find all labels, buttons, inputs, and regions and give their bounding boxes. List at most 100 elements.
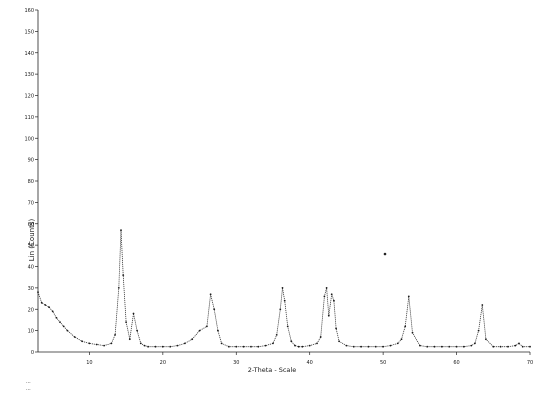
data-point xyxy=(198,329,201,332)
data-point xyxy=(352,345,355,348)
data-point xyxy=(404,325,407,328)
data-point xyxy=(161,345,164,348)
data-point xyxy=(279,308,282,311)
data-point xyxy=(125,321,127,323)
data-point xyxy=(499,345,502,348)
data-point xyxy=(206,325,208,328)
data-point xyxy=(122,274,125,276)
x-tick-label: 50 xyxy=(380,360,386,366)
data-point xyxy=(272,342,274,345)
stray-dot xyxy=(383,252,387,256)
y-tick-label: 40 xyxy=(28,265,34,271)
data-point xyxy=(62,325,65,328)
y-tick-label: 30 xyxy=(28,286,34,292)
data-point xyxy=(382,345,384,348)
x-tick-label: 60 xyxy=(453,360,459,366)
tick-labels: 0 10 20 30 40 50 60 70 80 90 100 110 120 130 140 150 160… xyxy=(24,8,533,366)
x-tick-label: 70 xyxy=(527,360,533,366)
data-point xyxy=(128,338,131,341)
data-point xyxy=(463,345,465,348)
data-point xyxy=(95,343,98,346)
data-point xyxy=(184,342,186,345)
data-point xyxy=(220,342,223,345)
data-point xyxy=(474,342,476,345)
data-point xyxy=(59,321,61,323)
y-tick-label: 150 xyxy=(24,29,34,35)
data-point xyxy=(176,344,179,347)
data-point xyxy=(66,329,69,332)
data-point xyxy=(389,344,392,347)
data-point xyxy=(327,314,330,317)
data-point xyxy=(235,345,238,348)
data-point xyxy=(448,345,451,348)
y-tick-label: 70 xyxy=(28,200,34,206)
data-point xyxy=(360,345,362,348)
data-point xyxy=(330,293,333,296)
y-tick-label: 60 xyxy=(28,222,34,228)
data-point xyxy=(114,334,116,336)
data-point xyxy=(333,299,335,302)
data-point xyxy=(139,342,142,345)
y-tick-label: 0 xyxy=(31,350,34,356)
data-point xyxy=(297,345,300,348)
data-point xyxy=(275,334,278,336)
data-point xyxy=(411,331,414,334)
data-point xyxy=(281,287,284,289)
data-point xyxy=(154,345,157,348)
data-point xyxy=(400,338,403,341)
y-tick-label: 20 xyxy=(28,307,34,313)
data-point xyxy=(433,345,436,348)
data-point xyxy=(143,344,146,347)
data-point xyxy=(492,345,495,348)
footer-line-1: ... xyxy=(26,379,31,385)
data-point xyxy=(264,344,267,347)
data-point xyxy=(367,345,370,348)
data-point xyxy=(338,340,340,343)
x-tick-label: 30 xyxy=(233,360,239,366)
y-tick-label: 160 xyxy=(24,8,34,14)
data-point xyxy=(217,329,219,332)
series-line xyxy=(37,230,530,348)
data-point xyxy=(455,345,458,348)
data-point xyxy=(470,344,473,347)
data-point xyxy=(228,345,230,348)
data-point xyxy=(286,325,289,328)
data-point xyxy=(120,229,122,232)
data-point xyxy=(407,295,410,298)
data-point xyxy=(294,344,296,347)
x-tick-label: 40 xyxy=(307,360,313,366)
data-point xyxy=(477,329,480,332)
data-point xyxy=(136,329,139,332)
data-point xyxy=(301,345,304,348)
y-tick-label: 100 xyxy=(24,136,34,142)
data-point xyxy=(481,304,484,306)
data-point xyxy=(110,342,113,345)
figure-footer: ... ... xyxy=(26,379,526,393)
x-tick-label: 10 xyxy=(86,360,92,366)
data-point xyxy=(323,295,326,298)
data-point xyxy=(335,327,337,330)
data-point xyxy=(419,344,421,347)
y-tick-label: 130 xyxy=(24,72,34,78)
y-tick-label: 80 xyxy=(28,179,34,185)
footer-line-2: ... xyxy=(26,386,31,392)
data-point xyxy=(325,287,328,289)
data-point xyxy=(319,336,322,338)
data-point xyxy=(507,345,509,348)
data-point xyxy=(441,345,443,348)
y-tick-label: 120 xyxy=(24,94,34,100)
data-point xyxy=(529,345,531,348)
data-point xyxy=(132,312,135,315)
data-point xyxy=(117,287,120,289)
data-point xyxy=(191,338,194,341)
data-point xyxy=(485,338,487,341)
data-point xyxy=(88,342,91,345)
data-point xyxy=(345,344,348,347)
y-tick-label: 50 xyxy=(28,243,34,249)
x-axis-label: 2-Theta - Scale xyxy=(248,366,296,374)
data-point xyxy=(51,310,54,313)
y-tick-label: 10 xyxy=(28,329,34,335)
y-axis-label: Lin (Counts) xyxy=(28,219,36,262)
data-point xyxy=(257,345,260,348)
